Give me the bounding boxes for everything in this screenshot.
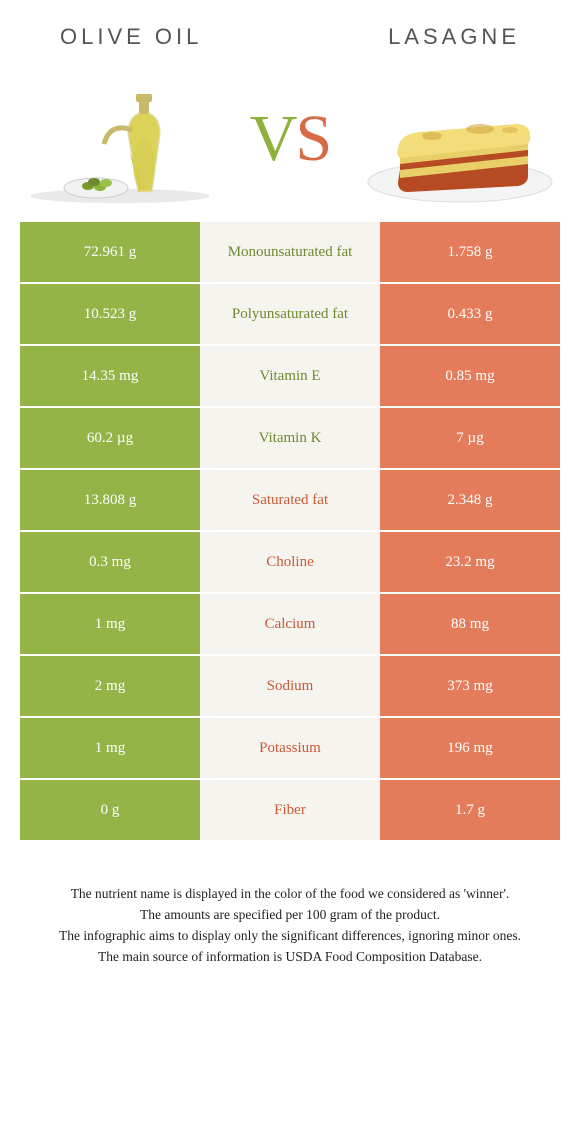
value-right: 0.433 g xyxy=(380,284,560,344)
table-row: 72.961 gMonounsaturated fat1.758 g xyxy=(20,222,560,282)
table-row: 0 gFiber1.7 g xyxy=(20,780,560,840)
comparison-table: 72.961 gMonounsaturated fat1.758 g10.523… xyxy=(0,222,580,840)
table-row: 0.3 mgCholine23.2 mg xyxy=(20,532,560,592)
value-right: 1.7 g xyxy=(380,780,560,840)
value-right: 7 µg xyxy=(380,408,560,468)
nutrient-label: Vitamin K xyxy=(200,408,380,468)
footer-line-2: The amounts are specified per 100 gram o… xyxy=(28,905,552,926)
footer-line-3: The infographic aims to display only the… xyxy=(28,926,552,947)
title-right: Lasagne xyxy=(388,24,520,50)
table-row: 14.35 mgVitamin E0.85 mg xyxy=(20,346,560,406)
header: Olive oil Lasagne xyxy=(0,0,580,60)
table-row: 60.2 µgVitamin K7 µg xyxy=(20,408,560,468)
value-right: 0.85 mg xyxy=(380,346,560,406)
value-left: 1 mg xyxy=(20,594,200,654)
value-left: 14.35 mg xyxy=(20,346,200,406)
lasagne-image xyxy=(360,74,560,204)
value-right: 88 mg xyxy=(380,594,560,654)
vs-label: VS xyxy=(250,101,330,177)
value-right: 196 mg xyxy=(380,718,560,778)
value-left: 72.961 g xyxy=(20,222,200,282)
value-left: 2 mg xyxy=(20,656,200,716)
footer-notes: The nutrient name is displayed in the co… xyxy=(0,842,580,968)
vs-v: V xyxy=(250,102,296,175)
footer-line-1: The nutrient name is displayed in the co… xyxy=(28,884,552,905)
table-row: 1 mgPotassium196 mg xyxy=(20,718,560,778)
value-left: 10.523 g xyxy=(20,284,200,344)
value-right: 1.758 g xyxy=(380,222,560,282)
value-left: 1 mg xyxy=(20,718,200,778)
value-left: 0 g xyxy=(20,780,200,840)
nutrient-label: Choline xyxy=(200,532,380,592)
nutrient-label: Sodium xyxy=(200,656,380,716)
value-left: 60.2 µg xyxy=(20,408,200,468)
table-row: 2 mgSodium373 mg xyxy=(20,656,560,716)
nutrient-label: Fiber xyxy=(200,780,380,840)
nutrient-label: Saturated fat xyxy=(200,470,380,530)
table-row: 10.523 gPolyunsaturated fat0.433 g xyxy=(20,284,560,344)
nutrient-label: Potassium xyxy=(200,718,380,778)
value-right: 373 mg xyxy=(380,656,560,716)
nutrient-label: Calcium xyxy=(200,594,380,654)
olive-oil-image xyxy=(20,74,220,204)
title-left: Olive oil xyxy=(60,24,202,50)
table-row: 1 mgCalcium88 mg xyxy=(20,594,560,654)
nutrient-label: Monounsaturated fat xyxy=(200,222,380,282)
value-left: 0.3 mg xyxy=(20,532,200,592)
value-right: 2.348 g xyxy=(380,470,560,530)
table-row: 13.808 gSaturated fat2.348 g xyxy=(20,470,560,530)
value-left: 13.808 g xyxy=(20,470,200,530)
nutrient-label: Polyunsaturated fat xyxy=(200,284,380,344)
images-row: VS xyxy=(0,60,580,222)
footer-line-4: The main source of information is USDA F… xyxy=(28,947,552,968)
vs-s: S xyxy=(295,102,330,175)
value-right: 23.2 mg xyxy=(380,532,560,592)
nutrient-label: Vitamin E xyxy=(200,346,380,406)
